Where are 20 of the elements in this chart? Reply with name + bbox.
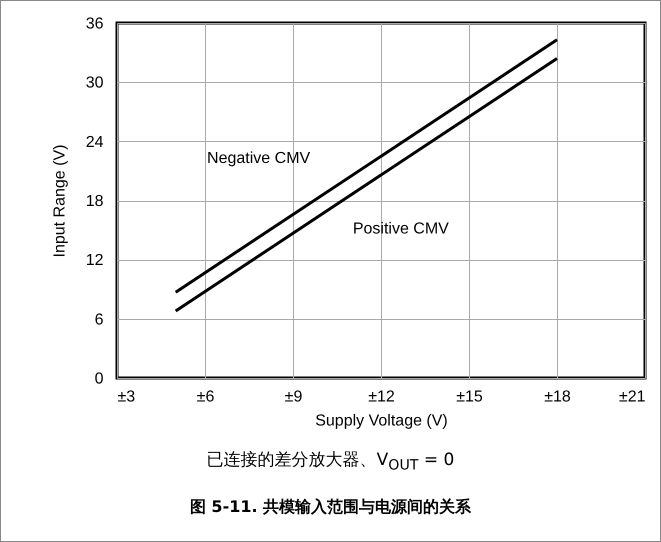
y-tick-label: 6	[94, 311, 104, 328]
y-axis-title: Input Range (V)	[52, 144, 69, 258]
text: 已连接的差分放大器、V$_{OUT}$ = 0	[206, 449, 456, 474]
y-tick-label: 24	[86, 134, 104, 151]
x-axis-title: Supply Voltage (V)	[315, 412, 448, 430]
y-tick-label: 18	[86, 193, 104, 210]
x-tick-label: ±3	[118, 388, 136, 406]
series-label: Negative CMV	[207, 150, 311, 168]
x-tick-label: ±9	[284, 388, 302, 406]
series-label: Positive CMV	[352, 220, 450, 238]
y-tick-label: 30	[86, 74, 104, 92]
y-tick-label: 0	[94, 370, 104, 388]
x-tick-label: ±6	[196, 388, 214, 406]
x-tick-label: ±18	[544, 388, 571, 406]
x-tick-label: ±12	[368, 388, 395, 406]
x-tick-label: ±21	[618, 388, 646, 406]
text: 图 5-11. 共模输入范围与电源间的关系	[188, 497, 472, 518]
y-tick-label: 36	[86, 16, 104, 32]
x-tick-label: ±15	[456, 388, 483, 406]
y-tick-label: 12	[86, 252, 104, 270]
